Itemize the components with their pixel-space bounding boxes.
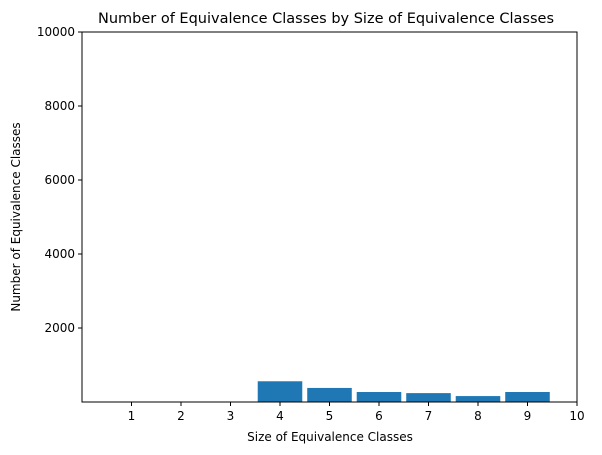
bar-size-8 <box>455 396 501 402</box>
x-tick-label: 6 <box>375 409 383 423</box>
x-tick-label: 7 <box>425 409 433 423</box>
x-tick-label: 1 <box>128 409 136 423</box>
y-axis-ticks: 2000 4000 6000 8000 10000 <box>37 25 82 335</box>
x-tick-label: 2 <box>177 409 185 423</box>
bar-size-5 <box>307 387 352 402</box>
chart-title: Number of Equivalence Classes by Size of… <box>98 11 554 27</box>
plot-area-frame <box>81 31 578 403</box>
bar-size-9 <box>505 392 550 402</box>
x-axis-label: Size of Equivalence Classes <box>247 430 413 444</box>
bars-group <box>257 381 550 402</box>
y-tick-label: 2000 <box>44 321 75 335</box>
x-tick-label: 8 <box>474 409 482 423</box>
y-axis-label: Number of Equivalence Classes <box>9 122 23 311</box>
x-tick-label: 3 <box>227 409 235 423</box>
x-tick-label: 4 <box>276 409 284 423</box>
x-tick-label: 5 <box>326 409 334 423</box>
x-axis-ticks: 1 2 3 4 5 6 7 8 9 10 <box>128 402 585 423</box>
x-tick-label: 10 <box>569 409 584 423</box>
y-tick-label: 4000 <box>44 247 75 261</box>
y-tick-label: 6000 <box>44 173 75 187</box>
y-tick-label: 10000 <box>37 25 75 39</box>
y-tick-label: 8000 <box>44 99 75 113</box>
x-tick-label: 9 <box>524 409 532 423</box>
bar-size-6 <box>356 392 402 402</box>
bar-size-7 <box>406 393 451 402</box>
bar-size-4 <box>257 381 303 402</box>
